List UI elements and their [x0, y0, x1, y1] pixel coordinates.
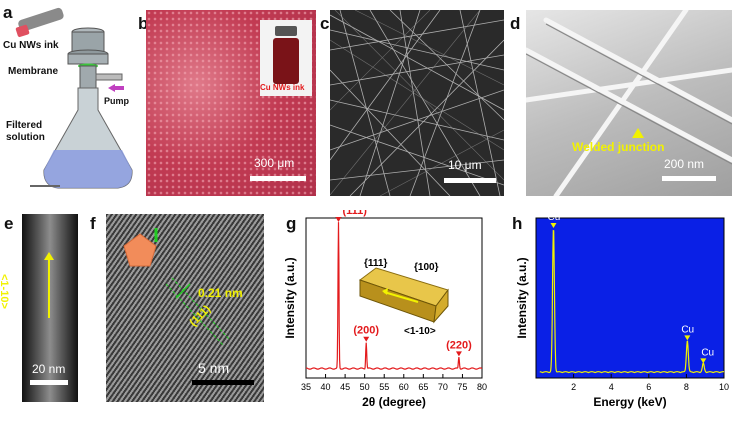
- inset-facet-top-label: {111}: [364, 258, 387, 269]
- eds-y-axis-label: Intensity (a.u.): [515, 257, 529, 338]
- panel-c: c 10 μm: [320, 6, 506, 196]
- filtered-label-line1: Filtered: [6, 120, 43, 131]
- scale-bar-c: [444, 178, 496, 183]
- xrd-peak-marker: [455, 351, 462, 357]
- xrd-x-tick-label: 60: [399, 382, 409, 392]
- hrtem-overlay: [123, 228, 231, 347]
- xrd-x-axis-label: 2θ (degree): [362, 395, 426, 409]
- xrd-peak-label: (220): [446, 339, 472, 351]
- eds-peak-label: Cu: [547, 212, 560, 223]
- eds-plot-area: [535, 217, 725, 379]
- eds-x-tick-label: 6: [646, 382, 651, 392]
- panel-e-label: e: [4, 214, 14, 233]
- weld-arrow: [632, 128, 644, 138]
- vial-body: [273, 38, 299, 84]
- vial-inset-label: Cu NWs ink: [260, 83, 305, 92]
- direction-arrowhead-e: [44, 252, 54, 260]
- inset-facet-side-label: {100}: [414, 262, 439, 273]
- welded-junction-label: Welded junction: [572, 140, 665, 154]
- xrd-x-tick-label: 35: [301, 382, 311, 392]
- ink-label: Cu NWs ink: [3, 40, 59, 51]
- xrd-x-tick-label: 75: [457, 382, 467, 392]
- eds-peak-label: Cu: [681, 324, 694, 335]
- eds-series-line: [539, 229, 725, 374]
- xrd-series-line: [306, 222, 483, 370]
- eds-x-axis-label: Energy (keV): [593, 395, 666, 409]
- xrd-peak-label: (200): [353, 325, 379, 337]
- vial-cap: [275, 26, 297, 36]
- xrd-chart: (111) (200) (220) 35 40 45 50 55 60 65 70 75 80 2θ (d…: [283, 210, 487, 409]
- scale-text-f: 5 nm: [198, 360, 230, 376]
- panel-b-label: b: [138, 14, 149, 33]
- eds-peak-marker: [684, 335, 691, 341]
- panel-f-label: f: [90, 214, 96, 233]
- xrd-peak-label: (111): [342, 210, 367, 217]
- single-wire-tem-image: [22, 214, 78, 402]
- junction-wires: [526, 10, 732, 196]
- xrd-x-tick-label: 55: [379, 382, 389, 392]
- eds-peak-marker: [700, 358, 707, 364]
- eds-x-tick-label: 10: [719, 382, 729, 392]
- direction-arrow-e: [48, 258, 50, 318]
- inset-direction-label: <1-10>: [404, 326, 436, 337]
- xrd-x-tick-label: 70: [438, 382, 448, 392]
- eds-chart: Cu Cu Cu 2 4 6 8 10 Energy (keV) Intensity (a.u.): [515, 212, 729, 409]
- xrd-x-tick-label: 80: [477, 382, 487, 392]
- eds-x-tick-label: 4: [609, 382, 614, 392]
- panel-g: g (111) (200) (220) 35 40 45 50 55 60 65 70 75 80 2θ …: [268, 210, 490, 420]
- scale-bar-f: [192, 380, 254, 385]
- scale-text-b: 300 μm: [254, 156, 295, 170]
- scale-bar-d: [662, 176, 716, 181]
- panel-a-label: a: [3, 3, 13, 22]
- nanowire-network: [330, 10, 504, 196]
- xrd-x-tick-label: 45: [340, 382, 350, 392]
- xrd-x-tick-label: 50: [360, 382, 370, 392]
- pump-label: Pump: [104, 96, 130, 106]
- xrd-peak-marker: [335, 217, 342, 222]
- scale-bar-e: [30, 380, 68, 385]
- eds-peak-marker: [550, 223, 557, 228]
- eds-peak-label: Cu: [701, 347, 714, 358]
- eds-x-tick-label: 2: [571, 382, 576, 392]
- membrane-label: Membrane: [8, 66, 59, 77]
- lattice-spacing-label: 0.21 nm: [198, 286, 243, 300]
- filtered-solution-label: Filtered solution: [6, 120, 45, 144]
- direction-label-e: <1-10>: [0, 274, 10, 309]
- panel-h-label: h: [512, 214, 523, 233]
- xrd-x-tick-label: 40: [321, 382, 331, 392]
- panel-b: b Cu NWs ink 300 μm: [138, 6, 318, 196]
- xrd-y-axis-label: Intensity (a.u.): [283, 257, 297, 338]
- scale-text-d: 200 nm: [664, 157, 705, 171]
- nanowire-sem-image: [330, 10, 504, 196]
- scale-text-c: 10 μm: [448, 158, 482, 172]
- filtered-label-line2: solution: [6, 132, 45, 143]
- panel-f: f 0.21 nm (111) 5 nm: [80, 210, 266, 405]
- xrd-x-tick-label: 65: [418, 382, 428, 392]
- nanowire-crystal-inset: [358, 267, 449, 324]
- ink-vial-inset: Cu NWs ink: [260, 20, 312, 96]
- xrd-peak-marker: [363, 336, 370, 342]
- panel-h: h Cu Cu Cu 2 4 6 8 10 Energy (keV) Intensity (a.u…: [492, 210, 736, 420]
- panel-e: e <1-10> 20 nm: [0, 210, 80, 405]
- panel-d: d Welded junction 200 nm: [508, 6, 734, 196]
- panel-c-label: c: [320, 14, 330, 33]
- panel-g-label: g: [286, 214, 297, 233]
- eds-x-tick-label: 8: [684, 382, 689, 392]
- scale-bar-b: [250, 176, 306, 181]
- filtration-setup-drawing: [15, 7, 133, 189]
- panel-d-label: d: [510, 14, 521, 33]
- panel-a: a Cu NWs ink Membrane Pump Filtered solu…: [0, 0, 140, 200]
- scale-text-e: 20 nm: [32, 362, 66, 376]
- welded-junction-sem-image: [526, 10, 732, 196]
